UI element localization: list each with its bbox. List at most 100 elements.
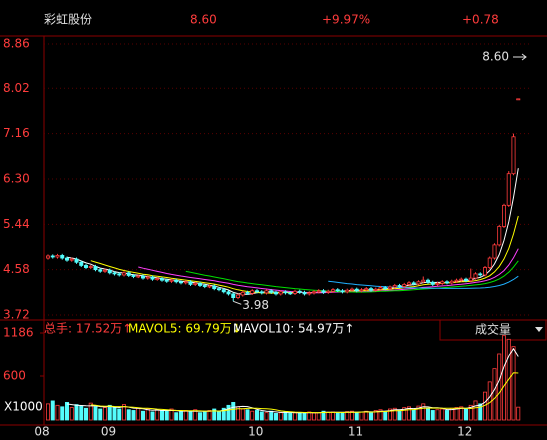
candle-body bbox=[278, 291, 283, 295]
volume-bar bbox=[169, 408, 174, 421]
volume-bar bbox=[463, 408, 468, 421]
candle-body bbox=[188, 281, 193, 285]
volume-bar bbox=[136, 407, 141, 421]
volume-bar bbox=[387, 408, 392, 421]
volume-bar bbox=[254, 410, 259, 421]
candle-body bbox=[259, 291, 264, 294]
x-tick-label: 08 bbox=[34, 425, 49, 439]
y-tick-label: 6.30 bbox=[3, 171, 30, 185]
candle-body bbox=[145, 276, 150, 279]
candle-body bbox=[449, 280, 454, 284]
volume-bar bbox=[307, 411, 312, 421]
volume-bar bbox=[383, 410, 388, 421]
volume-bar bbox=[316, 412, 321, 421]
candle-body bbox=[416, 281, 421, 285]
volume-bar bbox=[478, 403, 483, 421]
volume-bar bbox=[497, 353, 502, 421]
y-tick-label: 600 bbox=[3, 368, 26, 382]
y-tick-label: 3.72 bbox=[3, 308, 30, 322]
volume-bar bbox=[273, 412, 278, 421]
volume-bar bbox=[440, 408, 445, 421]
volume-bar bbox=[516, 406, 521, 421]
volume-bar bbox=[98, 408, 103, 421]
volume-bar bbox=[55, 404, 60, 421]
candle-body bbox=[482, 267, 487, 276]
candle-body bbox=[202, 285, 207, 287]
volume-bar bbox=[259, 411, 264, 421]
candle-body bbox=[126, 272, 131, 276]
candle-body bbox=[178, 281, 183, 284]
candle-body bbox=[292, 290, 297, 294]
volume-bar bbox=[292, 411, 297, 421]
volume-bar bbox=[107, 404, 112, 421]
candle-body bbox=[444, 281, 449, 284]
candle-body bbox=[492, 244, 497, 259]
candle-body bbox=[169, 279, 174, 282]
candle-body bbox=[216, 288, 221, 291]
volume-bar bbox=[150, 411, 155, 421]
volume-bar bbox=[164, 410, 169, 421]
x-tick-label: 09 bbox=[101, 425, 116, 439]
volume-bar bbox=[345, 411, 350, 421]
candle-body bbox=[387, 286, 392, 290]
candle-body bbox=[454, 279, 459, 282]
mavol5: MAVOL5: 69.79万↓ bbox=[128, 322, 242, 336]
volume-bar bbox=[321, 410, 326, 421]
y-tick-label: 5.44 bbox=[3, 217, 30, 231]
candle-body bbox=[84, 265, 89, 268]
candle-body bbox=[254, 290, 259, 293]
volume-bar bbox=[340, 412, 345, 421]
indicator-select[interactable] bbox=[439, 319, 547, 341]
candle-body bbox=[269, 290, 274, 293]
dropdown-arrow[interactable] bbox=[535, 327, 543, 332]
candle-body bbox=[88, 266, 93, 268]
volume-bar bbox=[487, 381, 492, 421]
volume-bar bbox=[397, 410, 402, 421]
candle-body bbox=[245, 291, 250, 294]
candle-body bbox=[430, 281, 435, 285]
candle-body bbox=[473, 273, 478, 279]
volume-bar bbox=[511, 346, 516, 421]
volume-bar bbox=[297, 412, 302, 421]
volume-unit: X1000 bbox=[4, 400, 43, 414]
volume-bar bbox=[122, 404, 127, 421]
volume-bar bbox=[359, 411, 364, 421]
candle-body bbox=[112, 272, 117, 275]
volume-bar bbox=[74, 404, 79, 421]
candle-body bbox=[174, 279, 179, 283]
candle-body bbox=[335, 289, 340, 292]
volume-bar bbox=[349, 410, 354, 421]
candle-body bbox=[93, 266, 98, 271]
volume-bar bbox=[311, 412, 316, 421]
candle-body bbox=[273, 291, 278, 295]
ma-line bbox=[185, 260, 519, 293]
candle-body bbox=[311, 291, 316, 294]
candle-body bbox=[74, 258, 79, 263]
candle-body bbox=[212, 285, 217, 290]
volume-bar bbox=[140, 410, 145, 421]
volume-bar bbox=[406, 406, 411, 421]
candle-body bbox=[302, 291, 307, 295]
candle-body bbox=[183, 281, 188, 284]
volume-bar bbox=[245, 409, 250, 421]
candle-body bbox=[164, 279, 169, 282]
volume-bar bbox=[302, 412, 307, 421]
candle-body bbox=[478, 273, 483, 276]
candle-body bbox=[117, 273, 122, 276]
candle-body bbox=[397, 285, 402, 287]
volume-bar bbox=[425, 407, 430, 421]
candle-body bbox=[359, 289, 364, 292]
volume-bar bbox=[416, 405, 421, 421]
candle-body bbox=[516, 98, 521, 101]
low-annotation: 3.98 bbox=[242, 298, 269, 312]
candle-body bbox=[345, 289, 350, 293]
candle-body bbox=[98, 269, 103, 272]
candle-body bbox=[378, 287, 383, 290]
change: +0.78 bbox=[462, 13, 499, 27]
indicator-name[interactable]: 成交量 bbox=[475, 322, 511, 337]
volume-bar bbox=[430, 410, 435, 421]
volume-bar bbox=[202, 411, 207, 421]
volume-bar bbox=[378, 409, 383, 421]
volume-bar bbox=[278, 412, 283, 421]
